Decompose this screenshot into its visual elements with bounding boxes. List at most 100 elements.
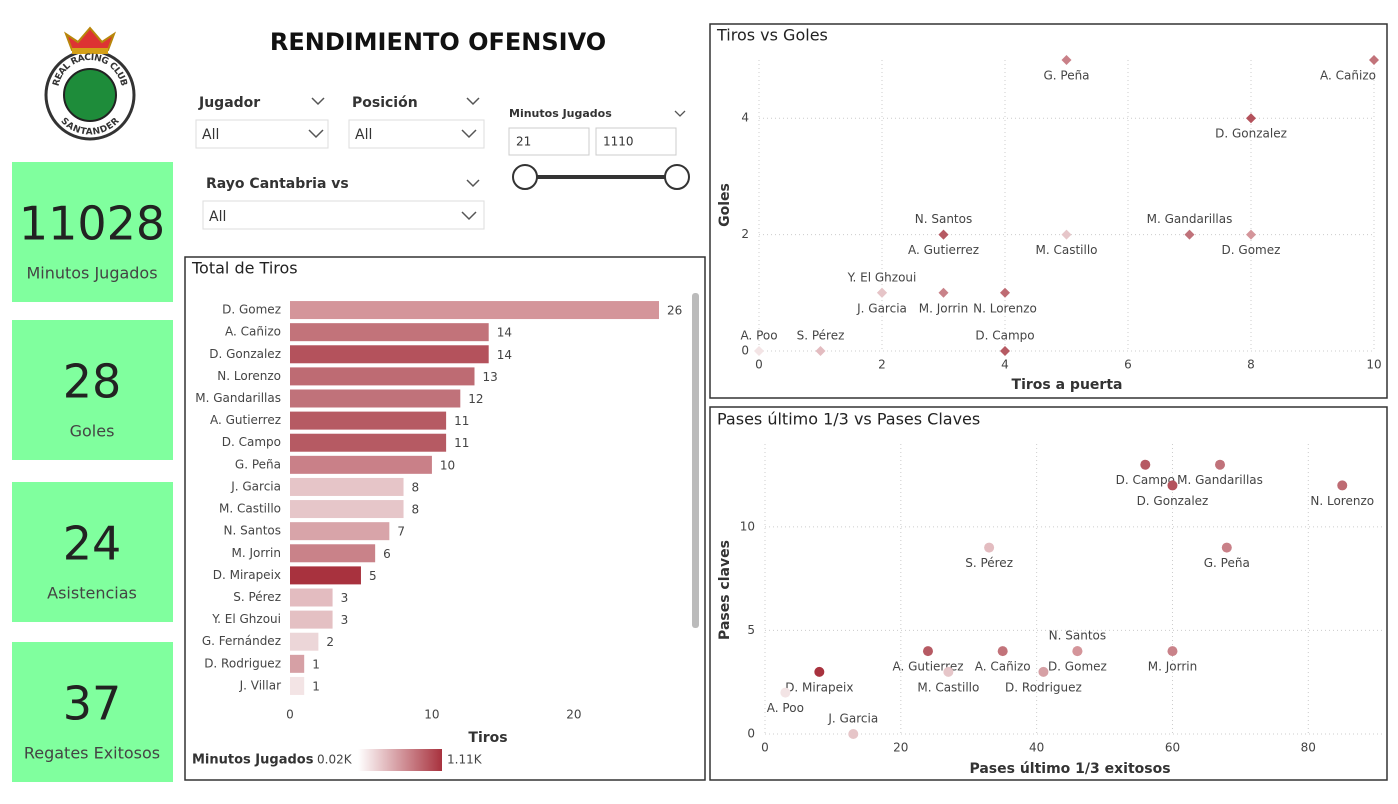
kpi-label: Minutos Jugados: [26, 264, 157, 283]
y-tick-label: 0: [741, 344, 749, 358]
kpi-value: 11028: [19, 197, 165, 251]
x-tick-label: 80: [1301, 741, 1316, 755]
category-label: D. Gonzalez: [209, 347, 281, 361]
point-label: N. Lorenzo: [973, 301, 1037, 315]
x-tick-label: 20: [566, 708, 581, 722]
value-label: 1: [312, 657, 320, 671]
x-tick-label: 2: [878, 358, 886, 372]
filter-label: Posición: [352, 95, 418, 111]
point: [1167, 646, 1178, 657]
point-label: A. Gutierrez: [908, 243, 979, 257]
kpi-value: 28: [63, 355, 122, 409]
x-tick-label: 6: [1124, 358, 1132, 372]
category-label: M. Jorrin: [232, 546, 281, 560]
jugador-dropdown[interactable]: All: [195, 119, 329, 149]
kpi-label: Goles: [70, 422, 115, 441]
point-label: D. Rodriguez: [1005, 680, 1082, 694]
dropdown-value[interactable]: All: [202, 127, 219, 143]
kpi-value: 24: [63, 517, 122, 571]
scrollbar[interactable]: [692, 293, 699, 628]
page-title: RENDIMIENTO OFENSIVO: [270, 28, 606, 56]
point: [997, 646, 1008, 657]
dropdown-value[interactable]: All: [209, 209, 226, 225]
point: [1369, 55, 1379, 65]
point-label: J. Garcia: [827, 712, 878, 726]
min-value[interactable]: 21: [516, 135, 531, 149]
bar: [290, 632, 319, 651]
dropdown-value[interactable]: All: [355, 127, 372, 143]
kpi-label: Asistencias: [47, 584, 137, 603]
slider-handle[interactable]: [512, 164, 538, 190]
point-label: D. Gomez: [1222, 243, 1281, 257]
point: [754, 346, 764, 356]
point: [922, 646, 933, 657]
value-label: 12: [468, 392, 483, 406]
max-value[interactable]: 1110: [603, 135, 634, 149]
value-label: 26: [667, 304, 682, 318]
logo: REAL RACING CLUB SANTANDER: [44, 26, 136, 141]
bar: [290, 477, 404, 496]
kpi-card: [12, 482, 173, 622]
value-label: 8: [412, 503, 420, 517]
bar: [290, 323, 489, 342]
value-label: 11: [454, 414, 469, 428]
point-label: D. Gomez: [1048, 660, 1107, 674]
point-label: S. Pérez: [797, 329, 845, 343]
kpi-card: [12, 642, 173, 782]
value-label: 10: [440, 458, 455, 472]
x-tick-label: 60: [1165, 741, 1180, 755]
point: [1000, 287, 1010, 298]
category-label: J. Villar: [239, 678, 281, 692]
point: [984, 542, 995, 553]
panel: [709, 23, 1388, 399]
point: [1140, 459, 1151, 470]
point-label: N. Lorenzo: [1310, 494, 1374, 508]
kpi-card: [12, 162, 173, 302]
x-tick-label: 40: [1029, 741, 1044, 755]
category-label: Y. El Ghzoui: [211, 612, 281, 626]
point-label: D. Campo: [1116, 473, 1175, 487]
value-label: 1: [312, 679, 320, 693]
chart-title: Pases último 1/3 vs Pases Claves: [717, 410, 980, 429]
point: [1184, 229, 1195, 240]
point-label: J. Garcia: [856, 301, 907, 315]
max-input[interactable]: [595, 127, 677, 156]
category-label: J. Garcia: [230, 479, 281, 493]
point-label: M. Jorrin: [1148, 660, 1197, 674]
point: [1167, 480, 1178, 491]
point: [815, 346, 826, 356]
point: [1221, 542, 1232, 553]
posicion-dropdown[interactable]: All: [348, 119, 485, 149]
filter-label: Minutos Jugados: [509, 107, 612, 120]
y-tick-label: 5: [747, 623, 755, 637]
x-axis-title: Tiros a puerta: [1012, 377, 1123, 393]
panel: [184, 256, 706, 781]
point-label: G. Peña: [1204, 556, 1250, 570]
x-tick-label: 8: [1247, 358, 1255, 372]
category-label: D. Rodriguez: [204, 656, 281, 670]
point: [848, 729, 859, 739]
chart-title: Tiros vs Goles: [716, 26, 828, 45]
legend-min: 0.02K: [317, 753, 353, 767]
category-label: M. Castillo: [219, 502, 281, 516]
legend-title: Minutos Jugados: [192, 753, 314, 768]
value-label: 14: [497, 348, 512, 362]
category-label: A. Gutierrez: [210, 413, 281, 427]
bar: [290, 500, 404, 519]
chart-title: Total de Tiros: [191, 259, 298, 278]
bar: [290, 566, 361, 585]
x-tick-label: 10: [424, 708, 439, 722]
point: [1038, 666, 1049, 677]
category-label: D. Mirapeix: [213, 568, 281, 582]
rival-dropdown[interactable]: All: [202, 200, 485, 230]
value-label: 8: [412, 480, 420, 494]
point-label: N. Santos: [915, 212, 972, 226]
x-tick-label: 0: [761, 741, 769, 755]
slider-handle[interactable]: [664, 164, 690, 190]
min-input[interactable]: [508, 127, 590, 156]
bar: [290, 367, 475, 386]
point-label: S. Pérez: [965, 556, 1013, 570]
point: [1215, 459, 1226, 470]
point: [938, 287, 949, 298]
filter-label: Jugador: [198, 95, 260, 111]
